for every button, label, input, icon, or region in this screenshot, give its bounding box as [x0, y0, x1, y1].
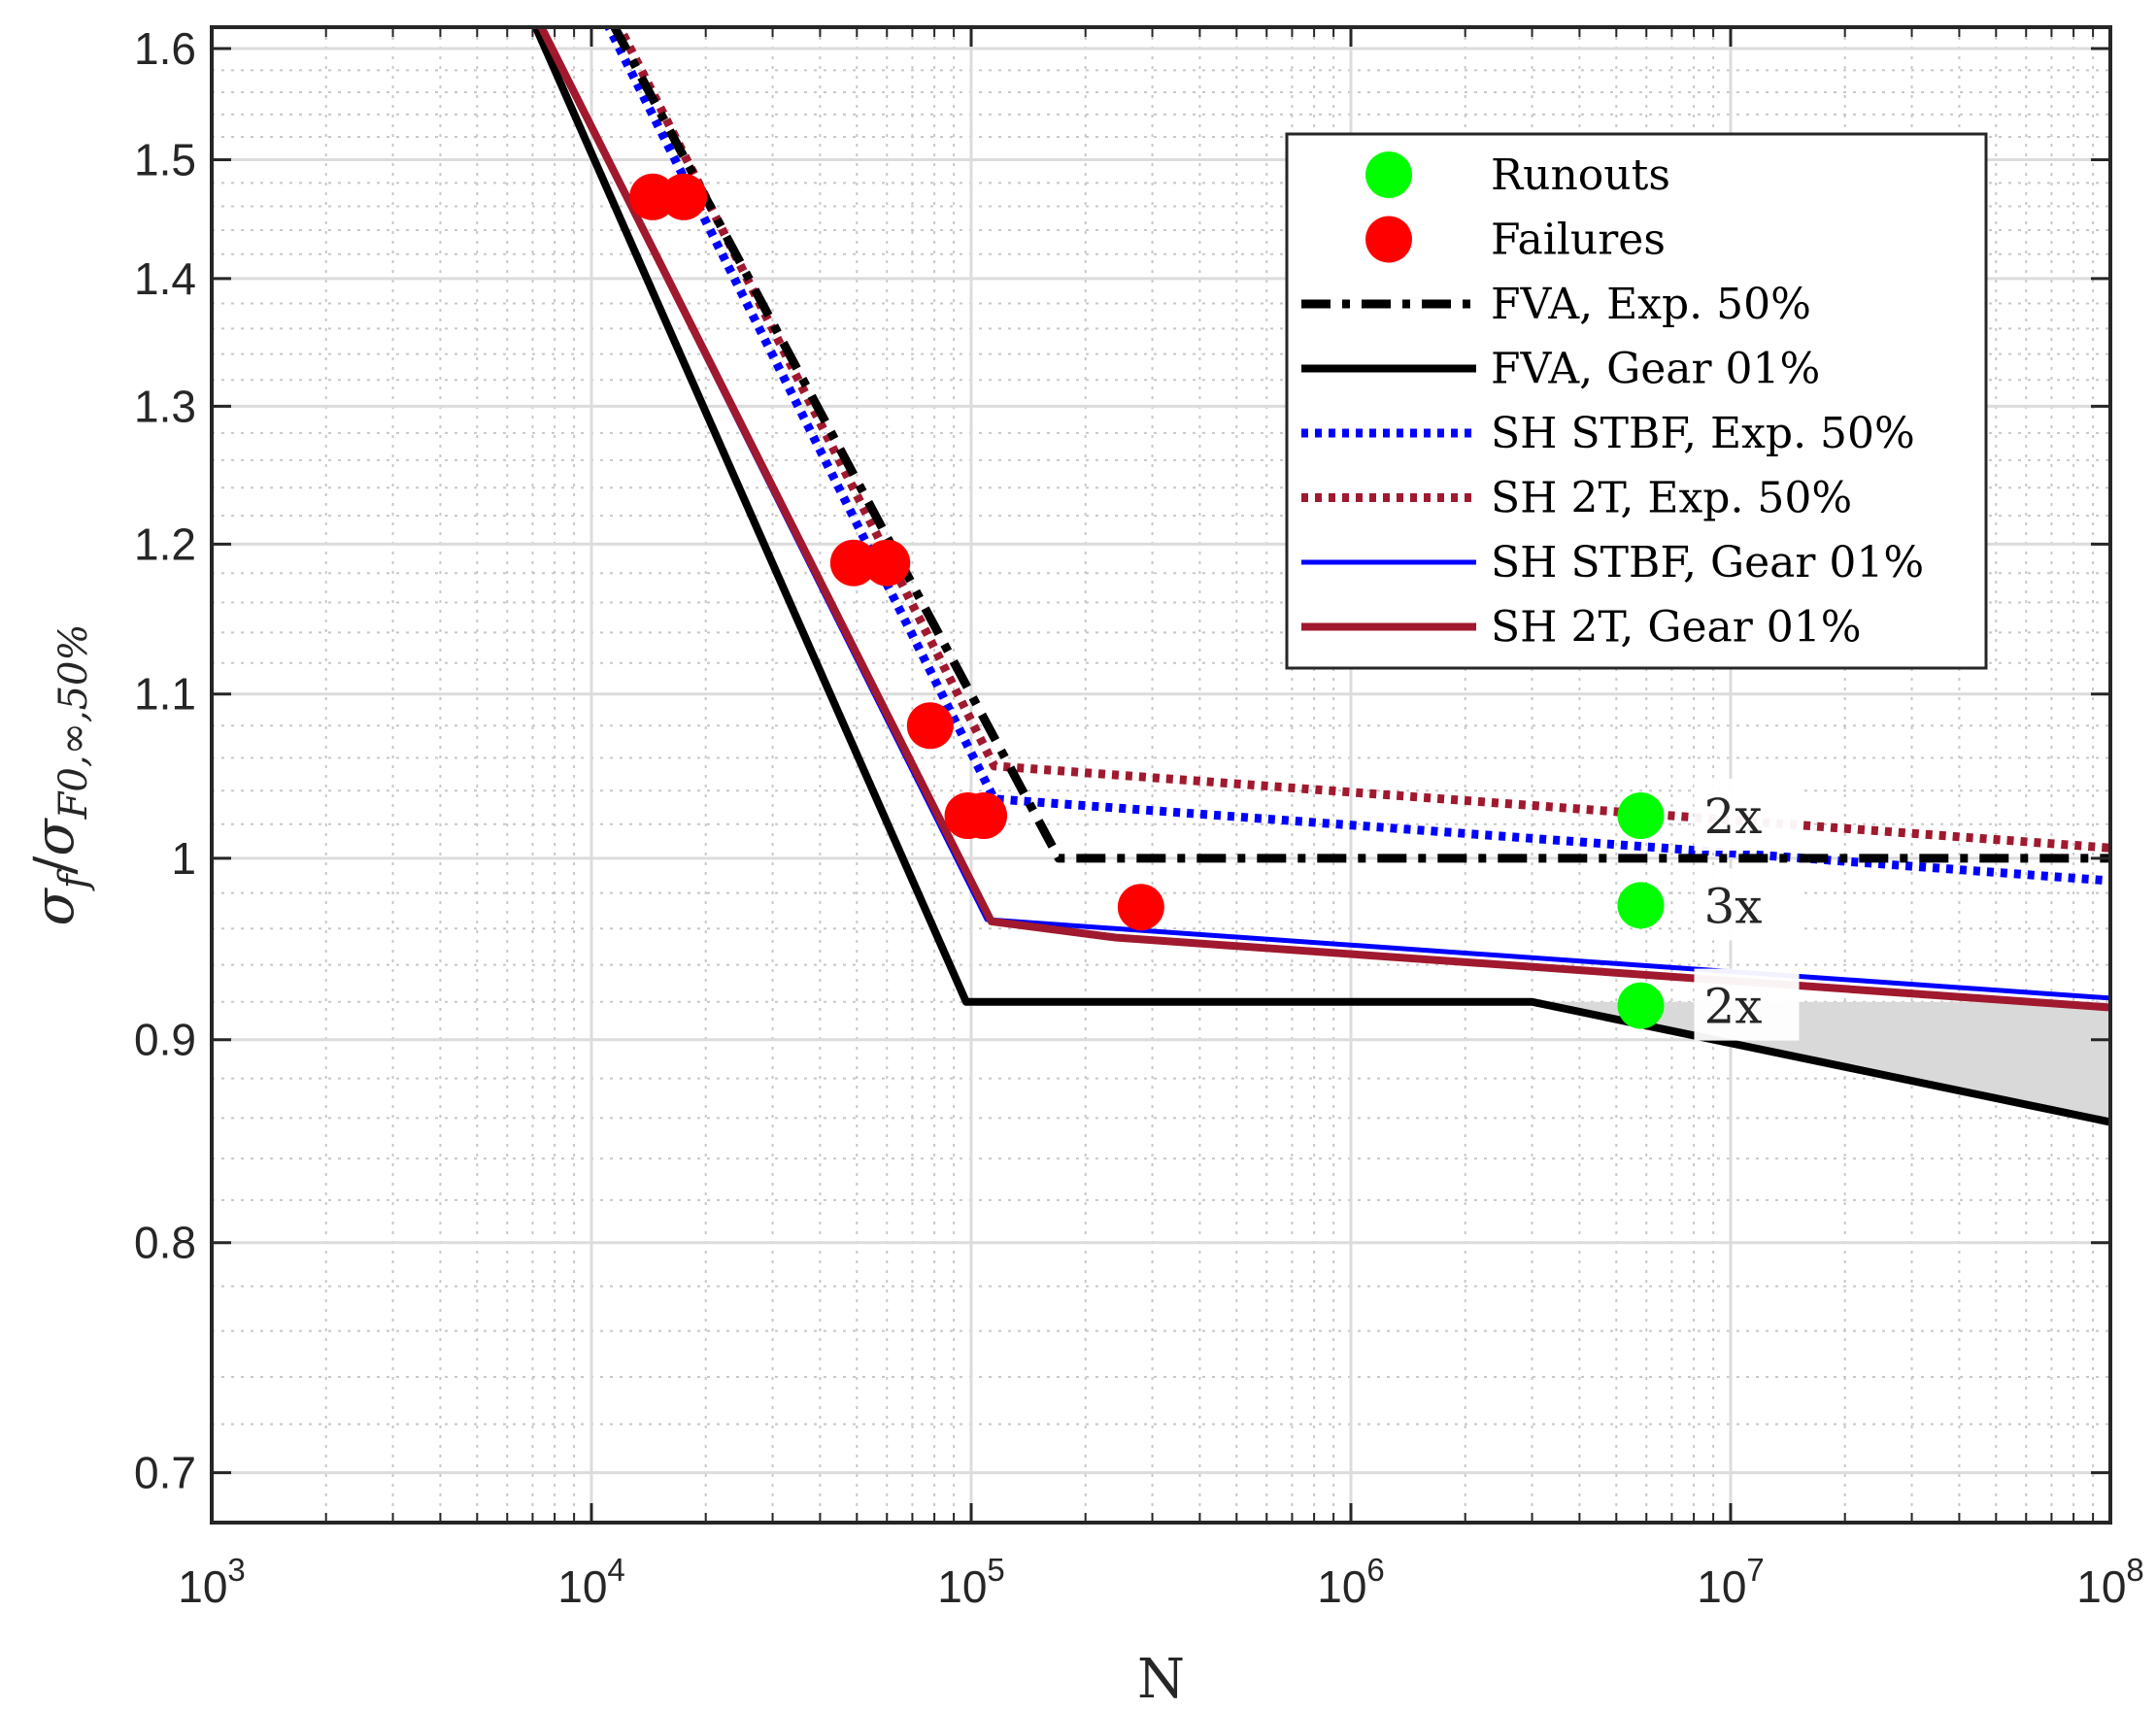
failures-point — [906, 702, 954, 750]
x-tick-label-exponent: 5 — [987, 1552, 1004, 1588]
legend-box — [1285, 132, 1988, 670]
y-tick-label: 0.8 — [134, 1218, 196, 1268]
x-tick-label-base: 10 — [1697, 1561, 1746, 1612]
y-tick-label: 1.3 — [134, 381, 196, 431]
y-axis-label-slash: / — [23, 855, 86, 874]
runouts-point — [1617, 792, 1665, 840]
y-tick-label: 1.1 — [134, 669, 196, 720]
annotation-background — [1694, 968, 1800, 1041]
annotation-background — [1694, 779, 1800, 852]
x-tick-label-exponent: 6 — [1366, 1552, 1384, 1588]
x-tick-label: 104 — [557, 1552, 625, 1612]
y-axis-label: σf/σF0,∞,50% — [23, 623, 96, 925]
y-tick-label: 1 — [171, 833, 196, 884]
x-tick-label-exponent: 7 — [1746, 1552, 1764, 1588]
y-axis-label-sub-ref: F0,∞,50% — [51, 623, 96, 820]
y-tick-label: 0.7 — [134, 1448, 196, 1498]
legend-marker — [1365, 216, 1412, 263]
y-tick-label: 1.4 — [134, 253, 196, 304]
failures-point — [1117, 884, 1164, 931]
annotation-label: 3x — [1704, 878, 1763, 934]
x-tick-label: 108 — [2076, 1552, 2144, 1612]
annotation-label: 2x — [1704, 979, 1763, 1035]
plot-area — [531, 27, 2110, 1126]
x-tick-label-exponent: 8 — [2126, 1552, 2143, 1588]
x-tick-label-base: 10 — [557, 1561, 607, 1612]
x-tick-label-base: 10 — [1317, 1561, 1366, 1612]
legend-label: FVA, Exp. 50% — [1491, 280, 1811, 329]
failures-point — [829, 539, 877, 587]
legend-label: SH 2T, Exp. 50% — [1491, 474, 1852, 523]
x-tick-label-base: 10 — [2076, 1561, 2126, 1612]
x-tick-label: 107 — [1697, 1552, 1765, 1612]
legend-label: SH 2T, Gear 01% — [1491, 603, 1862, 653]
x-tick-label-base: 10 — [937, 1561, 987, 1612]
x-tick-label-exponent: 4 — [607, 1552, 624, 1588]
x-tick-label-base: 10 — [178, 1561, 227, 1612]
failures-point — [660, 173, 708, 220]
legend-label: Failures — [1491, 216, 1666, 265]
x-tick-label: 103 — [178, 1552, 246, 1612]
series-line-fva-gear-01- — [531, 27, 2110, 1126]
annotation-label: 2x — [1704, 788, 1763, 845]
x-tick-label: 105 — [937, 1552, 1005, 1612]
series-line-sh-2t-gear-01- — [536, 27, 2110, 1012]
axis-labels: 103 104 105 106 107 1080.70.80.911.11.21.31.4… — [23, 23, 2144, 1710]
y-axis-label-sigma: σ — [23, 888, 86, 926]
annotation-background — [1694, 868, 1800, 941]
legend-marker — [1365, 151, 1412, 198]
legend-label: Runouts — [1491, 151, 1670, 200]
annotations: 2x 3x 2x — [1694, 779, 1800, 1041]
failures-point — [960, 792, 1008, 840]
x-tick-label-exponent: 3 — [227, 1552, 245, 1588]
axes-box — [210, 25, 2112, 1525]
y-tick-label: 1.5 — [134, 135, 196, 185]
legend-label: FVA, Gear 01% — [1491, 345, 1820, 394]
axis-ticks — [210, 27, 2112, 1523]
y-axis-label-sigma: σ — [23, 818, 86, 856]
y-tick-label: 1.6 — [134, 23, 196, 74]
x-axis-label: N — [1137, 1648, 1185, 1710]
legend-label: SH STBF, Exp. 50% — [1491, 409, 1915, 458]
legend: Runouts Failures FVA, Exp. 50% FVA, Gear 01… — [1285, 132, 1988, 670]
legend-label: SH STBF, Gear 01% — [1491, 538, 1924, 587]
y-tick-label: 0.9 — [134, 1015, 196, 1065]
x-tick-label: 106 — [1317, 1552, 1385, 1612]
failures-point — [863, 539, 911, 587]
runouts-point — [1617, 882, 1665, 929]
y-tick-label: 1.2 — [134, 519, 196, 569]
runouts-point — [1617, 982, 1665, 1029]
grid — [210, 27, 2112, 1523]
